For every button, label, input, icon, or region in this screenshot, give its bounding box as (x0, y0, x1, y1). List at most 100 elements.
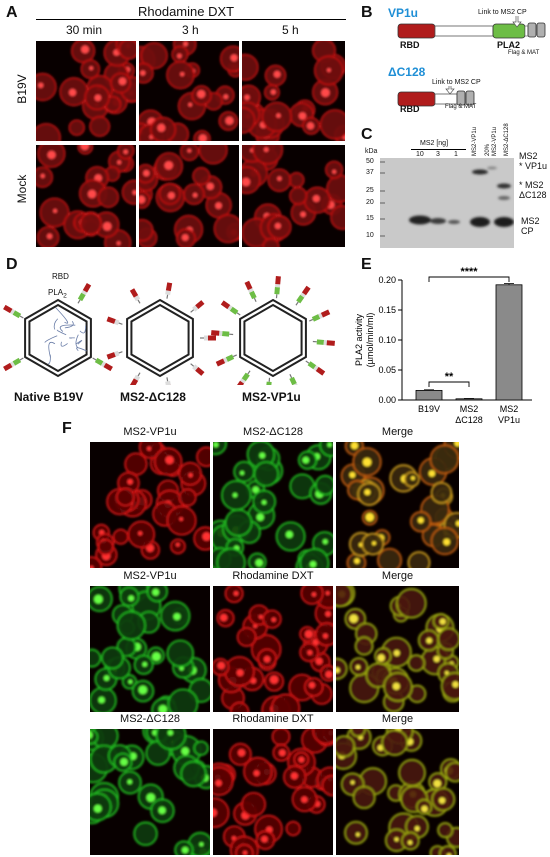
e-ytick-label: 0.10 (378, 335, 396, 345)
panel-f-title-r1-c1: MS2-VP1u (123, 426, 177, 438)
band-star-1: * (519, 161, 523, 171)
dc128-title: ΔC128 (388, 65, 426, 79)
rhodamine-image-r1-c1 (35, 40, 137, 142)
e-sig-bracket-1 (428, 381, 470, 387)
kda-label: kDa (365, 148, 378, 155)
marker-37: 37 (366, 169, 374, 176)
vp1u-spike-6 (289, 373, 298, 385)
panel-a-col-3: 5 h (282, 23, 299, 37)
panel-d-label: D (6, 256, 18, 273)
e-ytick-label: 0.15 (378, 305, 396, 315)
d-caption-native: Native B19V (14, 390, 84, 404)
dc128-spike-8 (106, 316, 123, 326)
e-sig-label-1: ** (445, 371, 454, 383)
lane-3: 3 (436, 151, 440, 158)
dc128-link-label: Link to MS2 CP (432, 79, 481, 86)
western-blot (380, 158, 514, 248)
panel-f-title-r1-c3: Merge (381, 426, 414, 438)
lane-ms2-dc128: MS2-ΔC128 (504, 123, 510, 156)
e-sig-bracket-2 (428, 276, 510, 282)
band-label-dc128-line2: ΔC128 (519, 190, 547, 200)
vp1u-spike-7 (266, 377, 272, 385)
rhodamine-image-r1-c3 (241, 40, 346, 142)
d-rbd-label: RBD (52, 272, 69, 281)
d-caption-vp1u: MS2-VP1u (242, 390, 301, 404)
d-pla2-sub: 2 (63, 292, 67, 300)
marker-10: 10 (366, 232, 374, 239)
panel-f-title-r2-c2: Rhodamine DXT (232, 570, 314, 582)
e-bar-2 (455, 398, 483, 401)
vp1u-spike-12 (244, 280, 257, 303)
panel-f-image-r2-c2 (212, 585, 334, 713)
marker-15: 15 (366, 215, 374, 222)
panel-e-label: E (361, 256, 372, 273)
vp1u-spike-8 (237, 370, 251, 385)
vp1u-spike-5 (305, 360, 326, 376)
band-label-cp: MS2 CP (521, 216, 540, 236)
e-xtick-label-3: VP1u (498, 415, 520, 425)
dc128-rbd-label: RBD (400, 104, 420, 114)
e-sig-label-2: **** (460, 266, 478, 278)
panel-f-image-r1-c1 (89, 441, 211, 569)
panel-a-header-rule (36, 19, 346, 20)
panel-f-title-r3-c1: MS2-ΔC128 (120, 713, 180, 725)
band-label-dc128-line1: * MS2 (519, 180, 547, 190)
lane-ms2-vp1u-2: MS2-VP1u (492, 126, 498, 156)
dc128-spike-2 (190, 300, 205, 313)
dc128-spike-6 (129, 372, 141, 385)
dc128-spike-1 (165, 282, 173, 299)
e-ylabel-unit: (µmol/min/ml) (365, 313, 375, 368)
panel-f-image-r1-c3 (335, 441, 460, 569)
dc128-tag-label: Flag & MAT (445, 104, 477, 110)
marker-50: 50 (366, 158, 374, 165)
lane-20pct: 20% (485, 143, 491, 156)
panel-f-image-r3-c1 (89, 728, 211, 856)
ms2-dc128-capsid (126, 298, 194, 378)
e-bar-1 (415, 389, 443, 401)
band-label-vp1u-text: VP1u (525, 161, 548, 171)
band-star-2: * (519, 180, 523, 190)
panel-b-label: B (361, 4, 373, 21)
panel-f-image-r3-c3 (335, 728, 460, 856)
rhodamine-image-r2-c3 (241, 144, 346, 248)
lane-ms2-vp1u: MS2-VP1u (472, 126, 478, 156)
rhodamine-image-r2-c2 (138, 144, 240, 248)
vp1u-link-label: Link to MS2 CP (478, 9, 527, 16)
vp1u-spike-11 (220, 300, 241, 316)
native-spike-1 (77, 283, 92, 304)
ms2-ng-rule (411, 149, 466, 150)
panel-a-row-b19v: B19V (15, 74, 29, 104)
dc128-spike-9 (129, 288, 141, 304)
d-caption-dc128: MS2-ΔC128 (120, 390, 186, 404)
native-spike-4 (3, 304, 24, 319)
native-spike-2 (92, 357, 113, 372)
panel-a-label: A (6, 4, 18, 21)
dc128-construct-diagram (397, 86, 475, 107)
vp1u-spike-3 (308, 309, 331, 322)
d-pla2-label: PLA2 (48, 288, 67, 300)
dc128-spike-4 (190, 363, 205, 376)
native-spike-3 (3, 357, 24, 372)
band-label-vp1u-line1: MS2 (519, 151, 538, 161)
vp1u-spike-4 (312, 339, 335, 346)
lane-10: 10 (416, 151, 424, 158)
vp1u-spike-1 (274, 276, 281, 299)
panel-f-label: F (62, 420, 72, 437)
band-label-dc128-text1: MS2 (525, 180, 544, 190)
panel-a-header: Rhodamine DXT (138, 4, 235, 19)
vp1u-spike-2 (295, 285, 311, 306)
e-xtick-label-2: MS2 (460, 404, 479, 414)
ms2-vp1u-capsid (239, 298, 307, 378)
rhodamine-image-r1-c2 (138, 40, 240, 142)
marker-20: 20 (366, 199, 374, 206)
vp1u-spike-9 (215, 354, 238, 367)
vp1u-title: VP1u (388, 6, 419, 20)
vp1u-rbd-label: RBD (400, 40, 420, 50)
panel-f-title-r3-c2: Rhodamine DXT (232, 713, 314, 725)
vp1u-spike-10 (211, 330, 234, 337)
panel-d-capsids (3, 276, 335, 385)
band-label-vp1u: MS2 * VP1u (519, 151, 547, 171)
panel-a-col-2: 3 h (182, 23, 199, 37)
d-pla2-text: PLA (48, 288, 64, 297)
dc128-spike-7 (106, 350, 123, 360)
